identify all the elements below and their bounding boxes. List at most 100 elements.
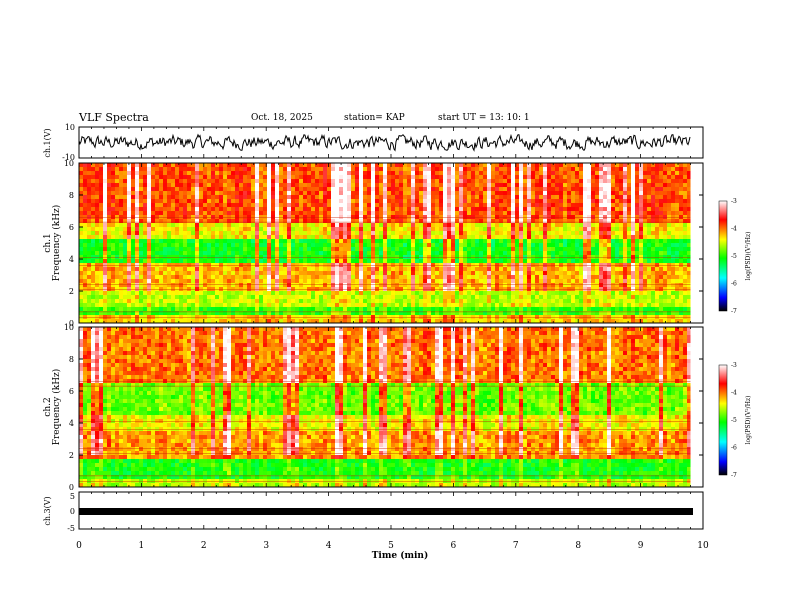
spectrogram-cell	[131, 283, 136, 288]
spectrogram-cell	[275, 251, 280, 256]
spectrogram-cell	[551, 243, 556, 248]
spectrogram-cell	[339, 251, 344, 256]
spectrogram-cell	[415, 171, 420, 176]
spectrogram-cell	[327, 171, 332, 176]
spectrogram-cell	[595, 271, 600, 276]
spectrogram-cell	[319, 239, 324, 244]
spectrogram-cell	[571, 271, 576, 276]
spectrogram-cell	[255, 175, 260, 180]
spectrogram-cell	[359, 203, 364, 208]
spectrogram-cell	[367, 223, 372, 228]
spectrogram-cell	[95, 179, 100, 184]
spectrogram-cell	[195, 251, 200, 256]
spectrogram-cell	[283, 271, 288, 276]
spectrogram-cell	[611, 207, 616, 212]
spectrogram-cell	[511, 199, 516, 204]
spectrogram-cell	[411, 227, 416, 232]
spectrogram-cell	[591, 223, 596, 228]
spectrogram-cell	[379, 259, 384, 264]
spectrogram-cell	[579, 203, 584, 208]
spectrogram-cell	[131, 171, 136, 176]
spectrogram-cell	[295, 167, 300, 172]
spectrogram-cell	[355, 175, 360, 180]
spectrogram-cell	[159, 167, 164, 172]
spectrogram-cell	[127, 191, 132, 196]
spectrogram-cell	[495, 163, 500, 168]
spectrogram-cell	[143, 219, 148, 224]
spectrogram-cell	[435, 267, 440, 272]
spectrogram-cell	[547, 207, 552, 212]
spectrogram-cell	[383, 279, 388, 284]
spectrogram-cell	[595, 283, 600, 288]
spectrogram-cell	[315, 163, 320, 168]
spectrogram-cell	[647, 275, 652, 280]
spectrogram-cell	[363, 187, 368, 192]
spectrogram-cell	[143, 163, 148, 168]
spectrogram-cell	[659, 207, 664, 212]
spectrogram-cell	[151, 175, 156, 180]
spectrogram-cell	[319, 247, 324, 252]
spectrogram-cell	[303, 163, 308, 168]
spectrogram-cell	[203, 199, 208, 204]
spectrogram-cell	[563, 279, 568, 284]
spectrogram-cell	[255, 199, 260, 204]
spectrogram-cell	[351, 167, 356, 172]
spectrogram-cell	[639, 187, 644, 192]
spectrogram-cell	[419, 183, 424, 188]
spectrogram-cell	[151, 199, 156, 204]
spectrogram-cell	[431, 235, 436, 240]
spectrogram-cell	[79, 167, 84, 172]
spectrogram-cell	[99, 187, 104, 192]
spectrogram-cell	[459, 195, 464, 200]
spectrogram-cell	[359, 247, 364, 252]
spectrogram-cell	[307, 235, 312, 240]
spectrogram-cell	[183, 187, 188, 192]
spectrogram-cell	[671, 199, 676, 204]
spectrogram-cell	[391, 259, 396, 264]
spectrogram-cell	[283, 183, 288, 188]
spectrogram-cell	[107, 163, 112, 168]
spectrogram-cell	[483, 227, 488, 232]
spectrogram-cell	[367, 183, 372, 188]
spectrogram-cell	[311, 239, 316, 244]
spectrogram-cell	[347, 187, 352, 192]
spectrogram-cell	[443, 183, 448, 188]
spectrogram-cell	[639, 275, 644, 280]
spectrogram-cell	[515, 179, 520, 184]
spectrogram-cell	[423, 275, 428, 280]
spectrogram-cell	[343, 279, 348, 284]
spectrogram-cell	[267, 291, 272, 296]
spectrogram-cell	[359, 275, 364, 280]
spectrogram-cell	[327, 175, 332, 180]
spectrogram-cell	[491, 211, 496, 216]
spectrogram-cell	[259, 207, 264, 212]
spectrogram-cell	[231, 283, 236, 288]
spectrogram-cell	[311, 235, 316, 240]
spectrogram-cell	[431, 271, 436, 276]
spectrogram-cell	[395, 247, 400, 252]
spectrogram-cell	[527, 195, 532, 200]
spectrogram-cell	[339, 187, 344, 192]
spectrogram-cell	[123, 231, 128, 236]
spectrogram-cell	[195, 211, 200, 216]
spectrogram-cell	[511, 195, 516, 200]
spectrogram-cell	[143, 199, 148, 204]
spectrogram-cell	[375, 191, 380, 196]
spectrogram-cell	[659, 283, 664, 288]
spectrogram-cell	[479, 175, 484, 180]
spectrogram-cell	[235, 247, 240, 252]
spectrogram-cell	[219, 167, 224, 172]
spectrogram-cell	[523, 179, 528, 184]
spectrogram-cell	[339, 175, 344, 180]
spectrogram-cell	[287, 267, 292, 272]
spectrogram-cell	[227, 283, 232, 288]
spectrogram-cell	[407, 227, 412, 232]
spectrogram-cell	[511, 211, 516, 216]
spectrogram-cell	[527, 223, 532, 228]
spectrogram-cell	[239, 267, 244, 272]
spectrogram-cell	[431, 247, 436, 252]
spectrogram-cell	[155, 227, 160, 232]
spectrogram-cell	[295, 171, 300, 176]
spectrogram-cell	[187, 259, 192, 264]
spectrogram-cell	[359, 227, 364, 232]
